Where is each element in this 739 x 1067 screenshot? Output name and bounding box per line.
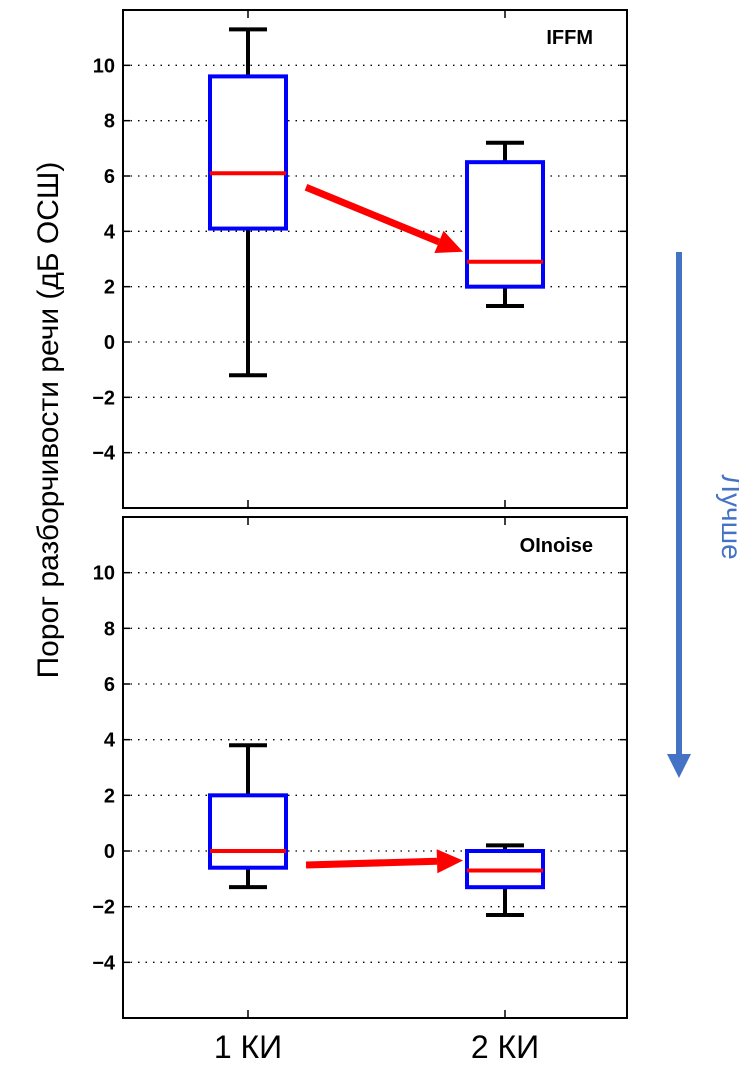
iqr-box: [208, 793, 288, 870]
y-tick-label: −2: [92, 897, 115, 919]
change-arrow-head: [434, 230, 463, 253]
y-tick-label: 0: [104, 332, 115, 354]
panels-layer: 10 8 6 4 2 0 −2 −4 IFFM 10 8 6 4 2 0 −2 −4 OInoise: [92, 9, 628, 1019]
panel-1: 10 8 6 4 2 0 −2 −4 IFFM: [92, 9, 628, 509]
better-arrow-head: [667, 754, 691, 778]
x-category-labels: 1 КИ 2 КИ: [214, 1029, 539, 1065]
change-arrow-shaft: [304, 183, 441, 246]
y-tick-label: −4: [92, 952, 116, 974]
y-tick-label: 8: [104, 618, 115, 640]
y-tick-label: 8: [104, 111, 115, 133]
y-tick-label: 10: [93, 55, 115, 77]
box-2: [465, 843, 545, 918]
panel-title: IFFM: [546, 27, 593, 49]
better-label: Лучше: [716, 474, 739, 559]
panel-2: 10 8 6 4 2 0 −2 −4 OInoise: [92, 516, 628, 1019]
panel-frame: [122, 9, 628, 509]
panel-title: OInoise: [520, 535, 593, 557]
change-arrow-shaft: [305, 857, 438, 869]
y-tick-label: 2: [104, 785, 115, 807]
panel-frame: [122, 516, 628, 1019]
better-arrow: Лучше: [667, 252, 739, 778]
y-tick-label: 6: [104, 674, 115, 696]
y-axis-label: Порог разборчивости речи (дБ ОСШ): [32, 162, 65, 679]
y-tick-label: −4: [92, 443, 116, 465]
box-1: [208, 743, 288, 890]
change-arrow-head: [436, 849, 463, 874]
y-tick-label: 4: [104, 221, 116, 243]
box-2: [465, 140, 545, 309]
iqr-box: [208, 74, 288, 231]
y-tick-label: −2: [92, 387, 115, 409]
box-1: [208, 27, 288, 378]
iqr-box: [465, 160, 545, 289]
y-tick-label: 0: [104, 841, 115, 863]
y-tick-label: 4: [104, 730, 116, 752]
x-category-label: 1 КИ: [214, 1029, 282, 1065]
y-tick-label: 2: [104, 277, 115, 299]
x-category-label: 2 КИ: [471, 1029, 539, 1065]
y-tick-label: 6: [104, 166, 115, 188]
y-tick-label: 10: [93, 563, 115, 585]
